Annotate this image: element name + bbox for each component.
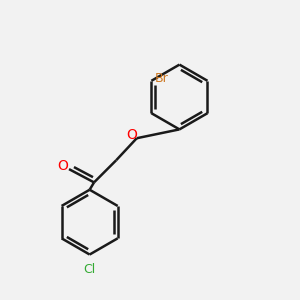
Text: O: O xyxy=(126,128,137,142)
Text: O: O xyxy=(58,159,69,172)
Text: Br: Br xyxy=(155,72,169,85)
Text: Cl: Cl xyxy=(83,263,96,276)
